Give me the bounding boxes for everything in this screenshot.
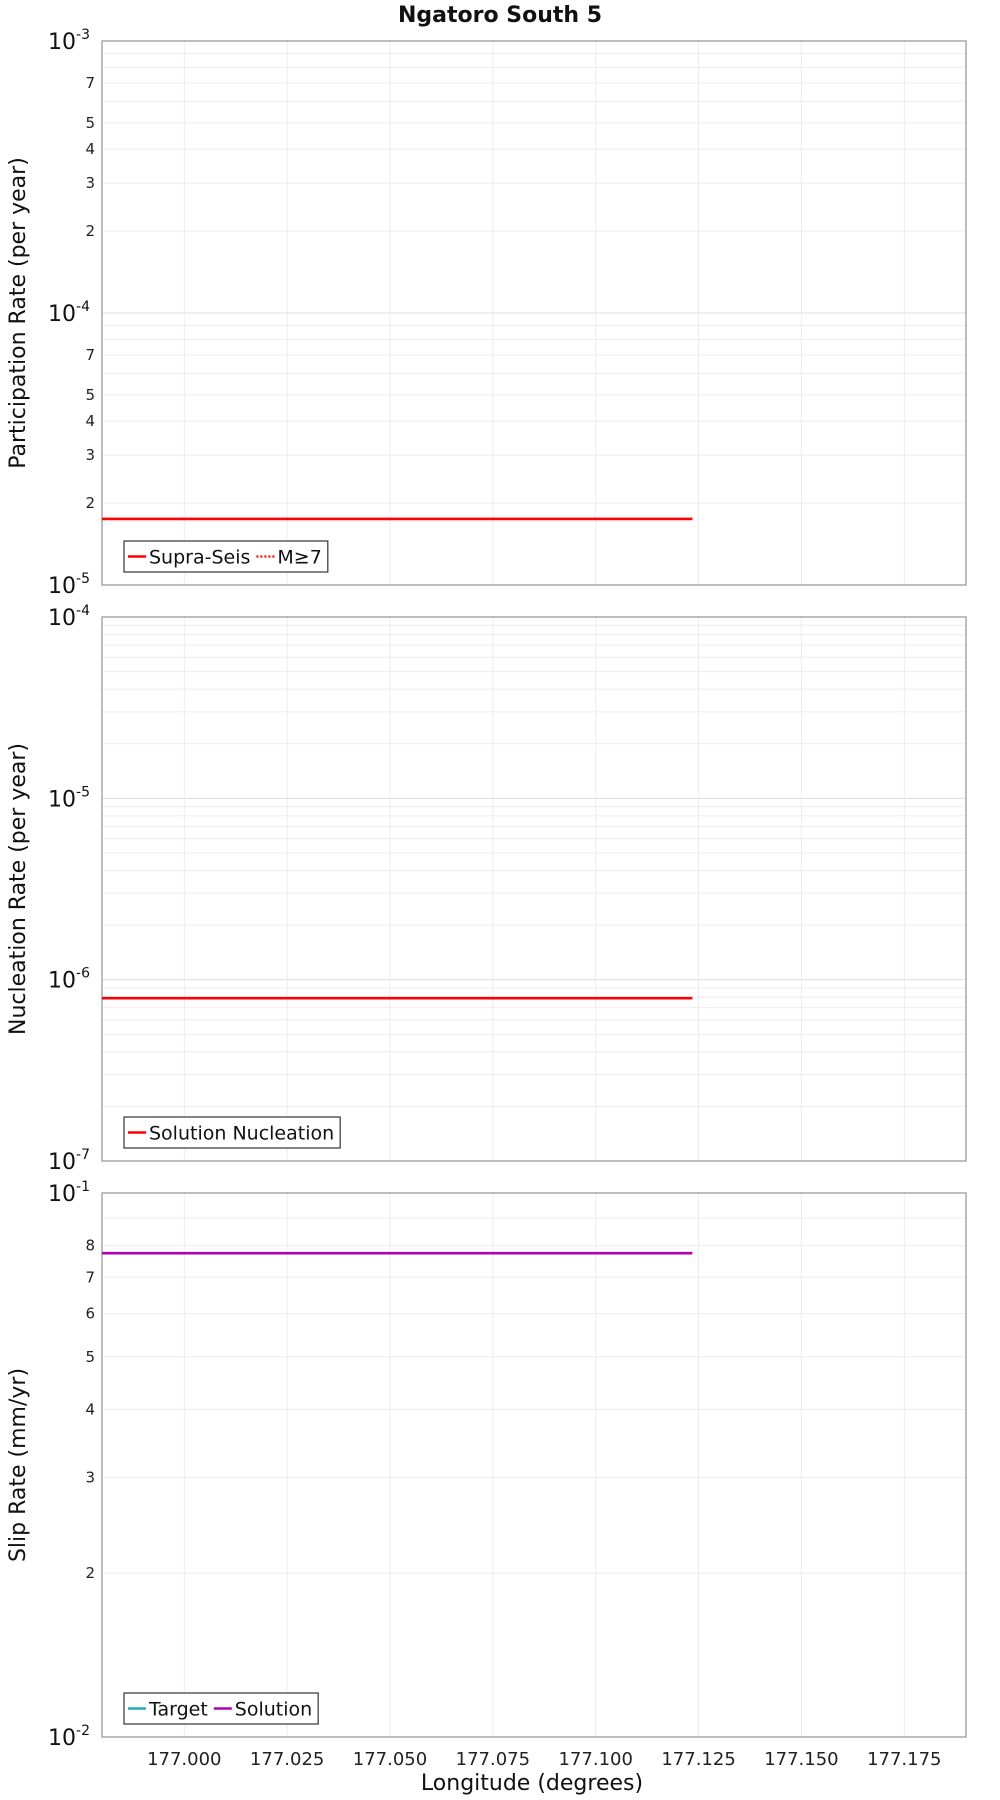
x-tick-label: 177.000 bbox=[147, 1749, 221, 1770]
legend-entry-label: Solution bbox=[235, 1699, 312, 1721]
y-major-tick-label: 10-4 bbox=[48, 603, 90, 631]
tick-exponent: -3 bbox=[76, 27, 90, 43]
y-minor-tick-label: 2 bbox=[85, 222, 95, 240]
y-minor-tick-label: 2 bbox=[85, 494, 95, 512]
x-tick-label: 177.150 bbox=[764, 1749, 838, 1770]
x-tick-label: 177.175 bbox=[867, 1749, 941, 1770]
y-major-tick-label: 10-4 bbox=[48, 299, 90, 327]
plot-area bbox=[102, 1193, 966, 1737]
y-minor-tick-label: 6 bbox=[85, 1305, 95, 1323]
tick-exponent: -6 bbox=[76, 966, 90, 982]
y-minor-tick-label: 3 bbox=[85, 446, 95, 464]
y-minor-tick-label: 4 bbox=[85, 412, 95, 430]
y-minor-tick-label: 5 bbox=[85, 386, 95, 404]
y-major-tick-label: 10-7 bbox=[48, 1147, 90, 1175]
y-axis-label: Nucleation Rate (per year) bbox=[6, 743, 31, 1035]
tick-exponent: -5 bbox=[76, 784, 90, 800]
x-axis-label: Longitude (degrees) bbox=[421, 1771, 643, 1796]
tick-base: 10 bbox=[48, 1150, 76, 1175]
x-tick-label: 177.125 bbox=[661, 1749, 735, 1770]
tick-exponent: -4 bbox=[76, 603, 90, 619]
y-minor-tick-label: 5 bbox=[85, 1348, 95, 1366]
legend-entry-label: Target bbox=[148, 1699, 208, 1721]
plot-frame bbox=[101, 1192, 967, 1738]
tick-exponent: -1 bbox=[76, 1179, 90, 1195]
legend-entry-label: Solution Nucleation bbox=[149, 1123, 334, 1145]
y-axis-label: Slip Rate (mm/yr) bbox=[6, 1368, 31, 1562]
x-tick-label: 177.075 bbox=[456, 1749, 530, 1770]
legend: Solution Nucleation bbox=[123, 1116, 341, 1149]
y-minor-tick-label: 3 bbox=[85, 174, 95, 192]
legend-entry-label: M≥7 bbox=[277, 547, 321, 569]
tick-exponent: -5 bbox=[76, 571, 90, 587]
y-minor-tick-label: 7 bbox=[85, 346, 95, 364]
y-major-tick-label: 10-3 bbox=[48, 27, 90, 55]
y-minor-tick-label: 4 bbox=[85, 1400, 95, 1418]
y-minor-tick-label: 7 bbox=[85, 74, 95, 92]
y-minor-tick-label: 5 bbox=[85, 114, 95, 132]
y-major-tick-label: 10-5 bbox=[48, 571, 90, 599]
x-tick-label: 177.050 bbox=[353, 1749, 427, 1770]
y-minor-tick-label: 4 bbox=[85, 140, 95, 158]
x-axis-ticks: 177.000 177.025 177.050 177.075 177.100 177.1… bbox=[147, 1749, 941, 1770]
tick-base: 10 bbox=[48, 606, 76, 631]
tick-base: 10 bbox=[48, 787, 76, 812]
y-major-tick-label: 10-2 bbox=[48, 1723, 90, 1751]
legend: Target Solution bbox=[123, 1692, 319, 1725]
tick-base: 10 bbox=[48, 574, 76, 599]
tick-base: 10 bbox=[48, 302, 76, 327]
y-minor-tick-label: 3 bbox=[85, 1468, 95, 1486]
y-major-tick-label: 10-6 bbox=[48, 966, 90, 994]
tick-exponent: -4 bbox=[76, 299, 90, 315]
tick-base: 10 bbox=[48, 30, 76, 55]
tick-base: 10 bbox=[48, 969, 76, 994]
y-major-tick-label: 10-5 bbox=[48, 784, 90, 812]
y-major-tick-label: 10-1 bbox=[48, 1179, 90, 1207]
plot-area bbox=[102, 617, 966, 1161]
legend-box bbox=[123, 1116, 341, 1149]
y-axis-label: Participation Rate (per year) bbox=[6, 157, 31, 469]
x-tick-label: 177.100 bbox=[558, 1749, 632, 1770]
plot-frame bbox=[101, 616, 967, 1162]
tick-base: 10 bbox=[48, 1726, 76, 1751]
tick-base: 10 bbox=[48, 1182, 76, 1207]
y-minor-tick-label: 2 bbox=[85, 1564, 95, 1582]
legend-entry-label: Supra-Seis bbox=[149, 547, 250, 569]
tick-exponent: -7 bbox=[76, 1147, 90, 1163]
chart-title: Ngatoro South 5 bbox=[398, 3, 602, 28]
y-minor-tick-label: 7 bbox=[85, 1268, 95, 1286]
tick-exponent: -2 bbox=[76, 1723, 90, 1739]
y-minor-tick-label: 8 bbox=[85, 1237, 95, 1255]
plot-frame bbox=[101, 40, 967, 586]
x-tick-label: 177.025 bbox=[250, 1749, 324, 1770]
legend: Supra-Seis M≥7 bbox=[123, 540, 329, 573]
legend-box bbox=[123, 540, 329, 573]
